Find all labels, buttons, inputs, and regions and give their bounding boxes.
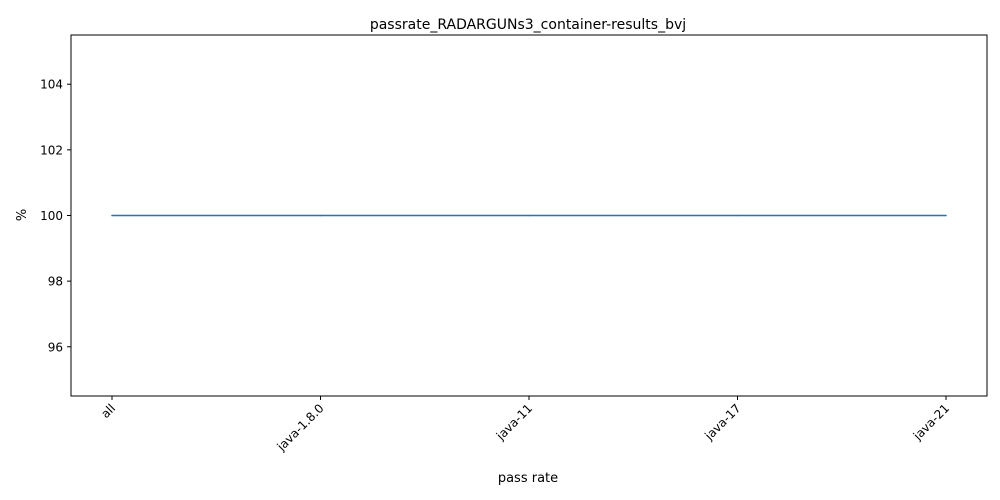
y-tick-label: 100	[40, 209, 63, 223]
x-tick-label: java-1.8.0	[274, 401, 327, 454]
plot-area: 96 98 100 102 104 all java-1.8.0 java-11 java-1…	[40, 34, 988, 454]
y-tick-label: 96	[48, 340, 63, 354]
chart-title: passrate_RADARGUNs3_container-results_bv…	[370, 17, 686, 33]
y-tick-label: 98	[48, 275, 63, 289]
y-axis-label: %	[15, 209, 30, 221]
x-tick-label: all	[98, 401, 118, 421]
x-axis-label: pass rate	[498, 471, 558, 486]
y-axis: 96 98 100 102 104	[40, 78, 71, 354]
data-point	[945, 214, 947, 217]
x-axis: all java-1.8.0 java-11 java-17 java-21	[98, 396, 952, 454]
data-point	[736, 214, 739, 217]
data-point	[111, 214, 113, 217]
x-tick-label: java-17	[701, 401, 743, 443]
y-tick-label: 104	[40, 78, 63, 92]
data-point	[528, 214, 530, 217]
data-point	[319, 214, 322, 217]
y-tick-label: 102	[40, 143, 63, 157]
x-tick-label: java-21	[910, 401, 952, 443]
series-group	[111, 214, 947, 217]
x-tick-label: java-11	[493, 401, 535, 443]
